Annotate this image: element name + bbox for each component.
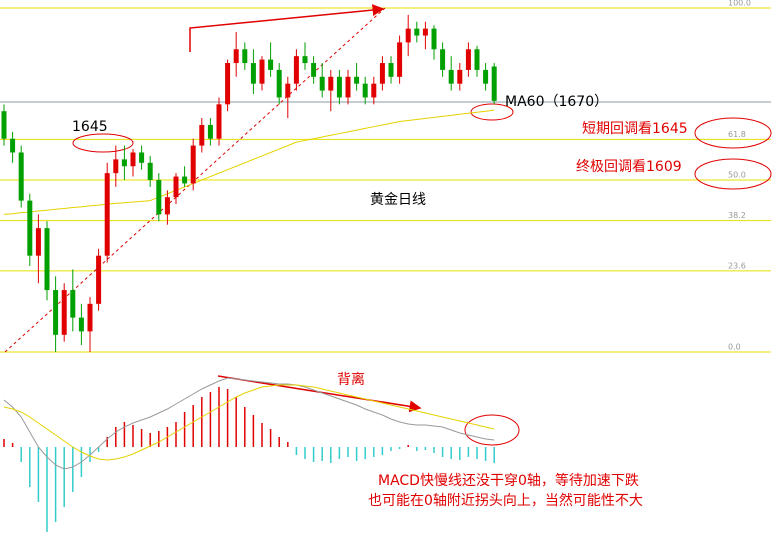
candle-body	[431, 28, 437, 50]
candle-body	[328, 76, 334, 91]
candle-body	[78, 317, 84, 332]
candle-body	[293, 56, 299, 84]
indicator-line	[3, 384, 495, 461]
candle-body	[190, 145, 196, 184]
candle-body	[259, 59, 265, 84]
candle-body	[354, 76, 360, 84]
ellipse	[470, 103, 514, 121]
candle-body	[233, 49, 239, 64]
candle-body	[130, 152, 136, 167]
annotation: 1645	[72, 119, 108, 135]
candle-body	[388, 63, 394, 77]
candle-body	[225, 63, 231, 105]
candle-body	[319, 76, 325, 91]
ellipse	[464, 414, 520, 446]
y-tick-label: 23.6	[728, 261, 746, 270]
candle-body	[414, 28, 420, 36]
candle-body	[345, 76, 351, 98]
candle-body	[268, 59, 274, 70]
candle-body	[164, 197, 170, 215]
candle-body	[121, 159, 127, 167]
candle-body	[474, 49, 480, 70]
candle-body	[87, 303, 93, 332]
annotation: 终极回调看1609	[576, 159, 682, 175]
candle-body	[483, 69, 489, 84]
annotation: 黄金日线	[370, 191, 426, 208]
candle-body	[276, 69, 282, 98]
candle-body	[44, 228, 50, 291]
candle-body	[182, 176, 188, 184]
candle-body	[491, 66, 497, 101]
candle-body	[10, 138, 16, 153]
y-tick-label: 0.0	[728, 343, 741, 352]
candle-body	[104, 173, 110, 256]
annotation: MA60（1670）	[505, 94, 608, 110]
candle-body	[250, 63, 256, 84]
candle-body	[405, 28, 411, 43]
trend-line	[4, 7, 386, 353]
candle-body	[147, 162, 153, 180]
y-tick-label: 100.0	[728, 0, 751, 8]
divergence-arrow	[189, 4, 385, 52]
candle-body	[311, 63, 317, 77]
candle-body	[61, 290, 67, 335]
candle-body	[457, 69, 463, 84]
candle-body	[70, 290, 76, 318]
annotation: 短期回调看1645	[582, 121, 688, 137]
ellipse	[72, 133, 134, 153]
candle-body	[397, 42, 403, 77]
annotation: 也可能在0轴附近拐头向上，当然可能性不大	[368, 492, 643, 509]
indicator-line	[3, 109, 495, 215]
ellipse	[694, 158, 772, 190]
candle-body	[285, 83, 291, 98]
candle-body	[440, 49, 446, 70]
candle-body	[336, 76, 342, 98]
candle-body	[207, 124, 213, 139]
annotation: MACD快慢线还没干穿0轴，等待加速下跌	[378, 472, 639, 489]
candle-body	[371, 83, 377, 98]
candle-body	[379, 63, 385, 84]
candle-body	[422, 28, 428, 36]
candle-body	[199, 124, 205, 146]
candle-body	[35, 228, 41, 256]
candle-body	[96, 255, 102, 304]
candle-body	[27, 200, 33, 256]
candle-body	[156, 180, 162, 215]
candle-body	[465, 49, 471, 70]
candle-body	[216, 104, 222, 139]
candle-body	[113, 159, 119, 174]
candle-body	[139, 152, 145, 163]
candle-body	[1, 111, 7, 139]
y-tick-label: 61.8	[728, 130, 746, 139]
y-tick-label: 38.2	[728, 211, 746, 220]
annotation: 背离	[337, 371, 365, 388]
y-tick-label: 50.0	[728, 171, 746, 180]
candle-body	[53, 290, 59, 335]
candle-body	[18, 152, 24, 201]
candle-body	[448, 69, 454, 84]
candle-body	[362, 83, 368, 98]
candle-body	[173, 176, 179, 198]
ellipse	[694, 117, 772, 149]
candle-body	[302, 56, 308, 64]
candle-body	[242, 49, 248, 64]
indicator-line	[3, 377, 495, 470]
